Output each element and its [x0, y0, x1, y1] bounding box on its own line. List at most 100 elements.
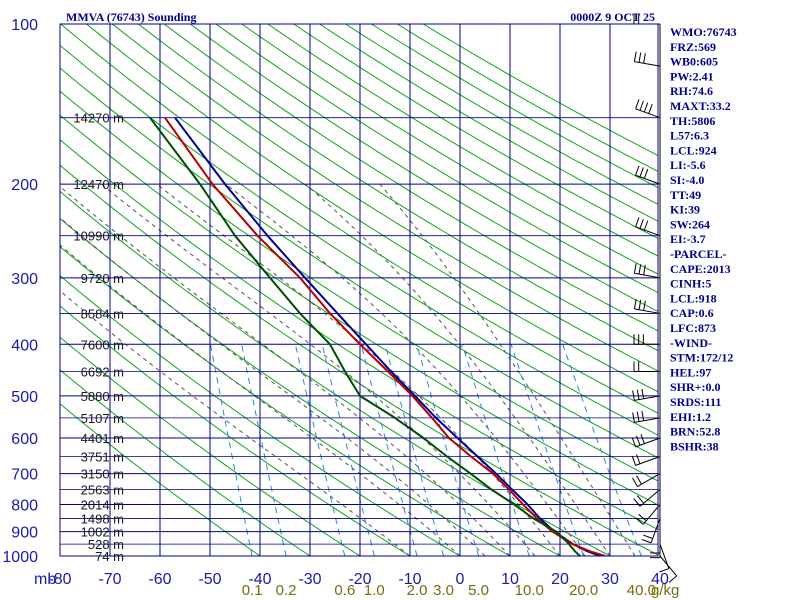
valid-time: 0000Z 9 OCT 25: [570, 10, 655, 24]
index-line: EHI:1.2: [670, 410, 711, 424]
temp-label--40: -40: [248, 571, 271, 588]
dry-adiabat: [60, 190, 612, 556]
wind-barb: [631, 434, 661, 448]
dry-adiabat: [60, 90, 658, 482]
dry-adiabat: [60, 24, 658, 414]
index-line: SRDS:111: [670, 395, 721, 409]
dry-adiabat: [60, 275, 461, 556]
temp-label--50: -50: [198, 571, 221, 588]
wind-barb: [633, 489, 661, 507]
temp-label-0: 0: [456, 571, 465, 588]
mixing-ratio-label: 1.0: [364, 582, 385, 599]
index-line: HEL:97: [670, 365, 711, 379]
wind-barb: [631, 454, 661, 466]
height-label: 3751 m: [81, 449, 124, 464]
sounding-traces: [149, 117, 606, 556]
index-line: WMO:76743: [670, 25, 737, 39]
moist-adiabat: [225, 183, 586, 556]
index-line: CINH:5: [670, 277, 711, 291]
series-dewpoint: [149, 117, 581, 556]
height-label: 5880 m: [81, 389, 124, 404]
height-label: 6692 m: [81, 365, 124, 380]
temp-label--30: -30: [298, 571, 321, 588]
temp-label--20: -20: [348, 571, 371, 588]
dry-adiabat: [60, 44, 658, 436]
index-line: FRZ:569: [670, 40, 716, 54]
dry-adiabat: [60, 164, 658, 556]
mixing-ratio-label: 3.0: [433, 582, 454, 599]
moist-adiabat: [60, 244, 461, 556]
mixing-ratio-labels: 0.1 0.2 0.6 1.0 2.0 3.0 5.0 10.0 20.0 40.0: [242, 582, 656, 599]
dry-adiabat: [60, 67, 658, 459]
pressure-unit-label: mb: [34, 571, 56, 588]
wind-profile: [631, 14, 678, 583]
pressure-label-100: 100: [11, 17, 38, 34]
pressure-label-700: 700: [11, 467, 38, 484]
index-line: BSHR:38: [670, 439, 719, 453]
index-line: EI:-3.7: [670, 232, 706, 246]
height-label: 4401 m: [81, 431, 124, 446]
index-line: -PARCEL-: [670, 247, 726, 261]
index-line: RH:74.6: [670, 84, 713, 98]
height-label: 3150 m: [81, 467, 124, 482]
height-label: 7600 m: [81, 337, 124, 352]
wind-barb: [635, 99, 661, 119]
mixing-ratio-label: 0.2: [276, 582, 297, 599]
height-label: 2563 m: [81, 483, 124, 498]
index-line: LI:-5.6: [670, 158, 706, 172]
temp-label--60: -60: [148, 571, 171, 588]
sounding-indices: WMO:76743FRZ:569WB0:605PW:2.41RH:74.6MAX…: [670, 25, 737, 453]
height-label: 528 m: [88, 537, 124, 552]
index-line: LCL:918: [670, 291, 717, 305]
moist-adiabat: [60, 217, 486, 556]
height-label: 5107 m: [81, 411, 124, 426]
dry-adiabat: [241, 24, 658, 275]
index-line: LFC:873: [670, 321, 716, 335]
index-line: PW:2.41: [670, 69, 714, 83]
plot-frame: [59, 23, 659, 557]
temp-label--80: -80: [48, 571, 71, 588]
temp-label-20: 20: [551, 571, 569, 588]
mixing-ratio-label: 0.6: [334, 582, 355, 599]
mixing-ratio-label: 2.0: [407, 582, 428, 599]
height-label: 14270 m: [73, 111, 124, 126]
index-line: KI:39: [670, 203, 700, 217]
dry-adiabat: [60, 217, 562, 556]
pressure-label-400: 400: [11, 337, 38, 354]
mixing-ratio-label: 5.0: [468, 582, 489, 599]
index-line: WB0:605: [670, 55, 718, 69]
temp-label-30: 30: [601, 571, 619, 588]
pressure-label-900: 900: [11, 525, 38, 542]
wind-barb: [633, 263, 661, 279]
mixing-ratio-unit: g/kg: [651, 582, 679, 599]
mixing-ratio-label: 40.0: [627, 582, 656, 599]
dry-adiabat: [60, 369, 311, 556]
height-label: 2014 m: [81, 497, 124, 512]
index-line: STM:172/12: [670, 351, 733, 365]
index-line: TT:49: [670, 188, 701, 202]
dry-adiabat: [60, 336, 361, 556]
wind-barb: [633, 298, 661, 314]
dry-adiabat: [85, 24, 658, 393]
height-label: 74 m: [95, 549, 124, 564]
height-label: 8584 m: [81, 306, 124, 321]
temperature-tick-labels: -80 -70 -60 -50 -40 -30 -20 -10 0 10 20 30 40: [48, 571, 669, 588]
wind-barb: [632, 388, 661, 401]
moist-adiabat: [305, 183, 611, 556]
pressure-label-800: 800: [11, 497, 38, 514]
dry-adiabat: [111, 24, 658, 372]
pressure-tick-labels: 100 200 300 400 500 600 700 800 900 1000: [2, 17, 38, 566]
pressure-label-600: 600: [11, 431, 38, 448]
dry-adiabat: [60, 114, 658, 506]
pressure-label-200: 200: [11, 177, 38, 194]
dry-adiabat: [60, 246, 511, 556]
index-line: CAPE:2013: [670, 262, 731, 276]
dry-adiabat: [60, 403, 261, 556]
temp-label--70: -70: [98, 571, 121, 588]
wind-barb: [635, 504, 661, 525]
dry-adiabat: [137, 24, 658, 352]
pressure-label-300: 300: [11, 271, 38, 288]
wind-barb: [633, 51, 661, 67]
mixing-ratio-label: 20.0: [569, 582, 598, 599]
